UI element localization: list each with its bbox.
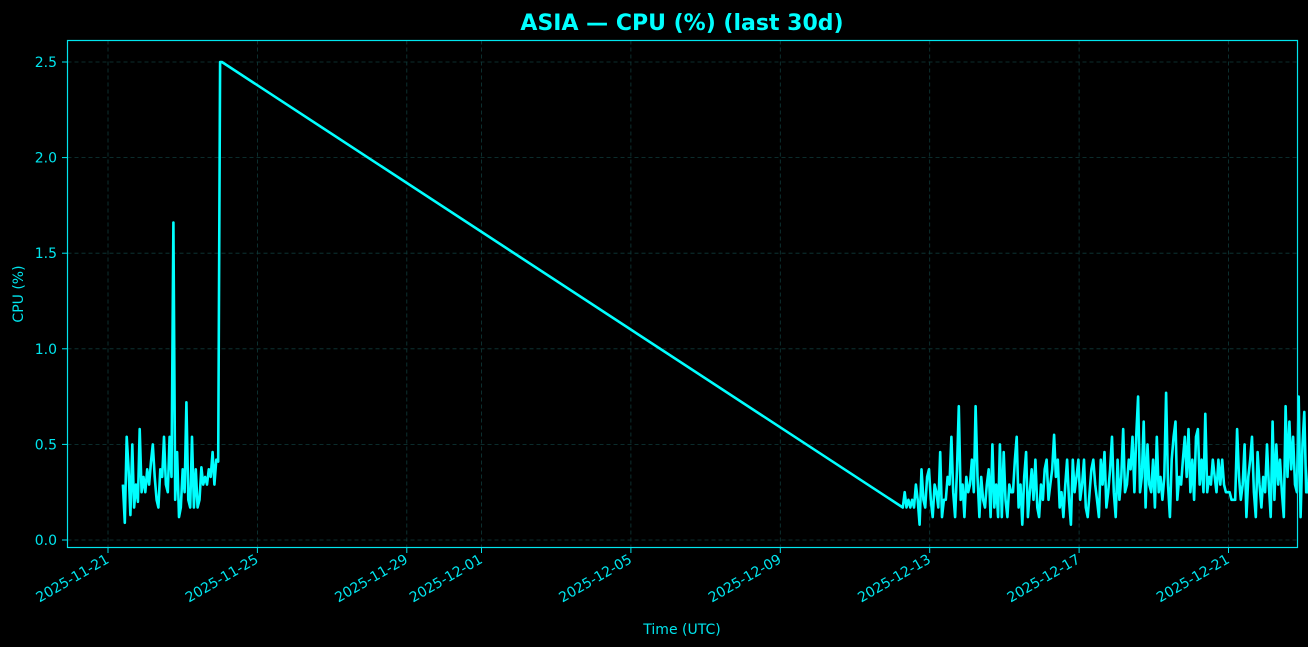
y-tick-label: 0.5 [35,437,57,453]
x-axis-label: Time (UTC) [642,622,720,638]
cpu-line-path [121,60,1308,526]
y-axis-label: CPU (%) [11,265,27,322]
y-tick-label: 2.5 [35,55,57,71]
grid-lines [67,40,1298,548]
chart-title: ASIA — CPU (%) (last 30d) [520,11,843,36]
y-tick-label: 2.0 [35,151,57,167]
cpu-series-line [121,60,1308,526]
y-axis-ticks: 0.0 0.5 1.0 1.5 2.0 2.5 [35,55,68,549]
plot-frame [66,39,1299,549]
y-tick-label: 1.0 [35,342,57,358]
y-tick-label: 1.5 [35,246,57,262]
y-tick-label: 0.0 [35,533,57,549]
